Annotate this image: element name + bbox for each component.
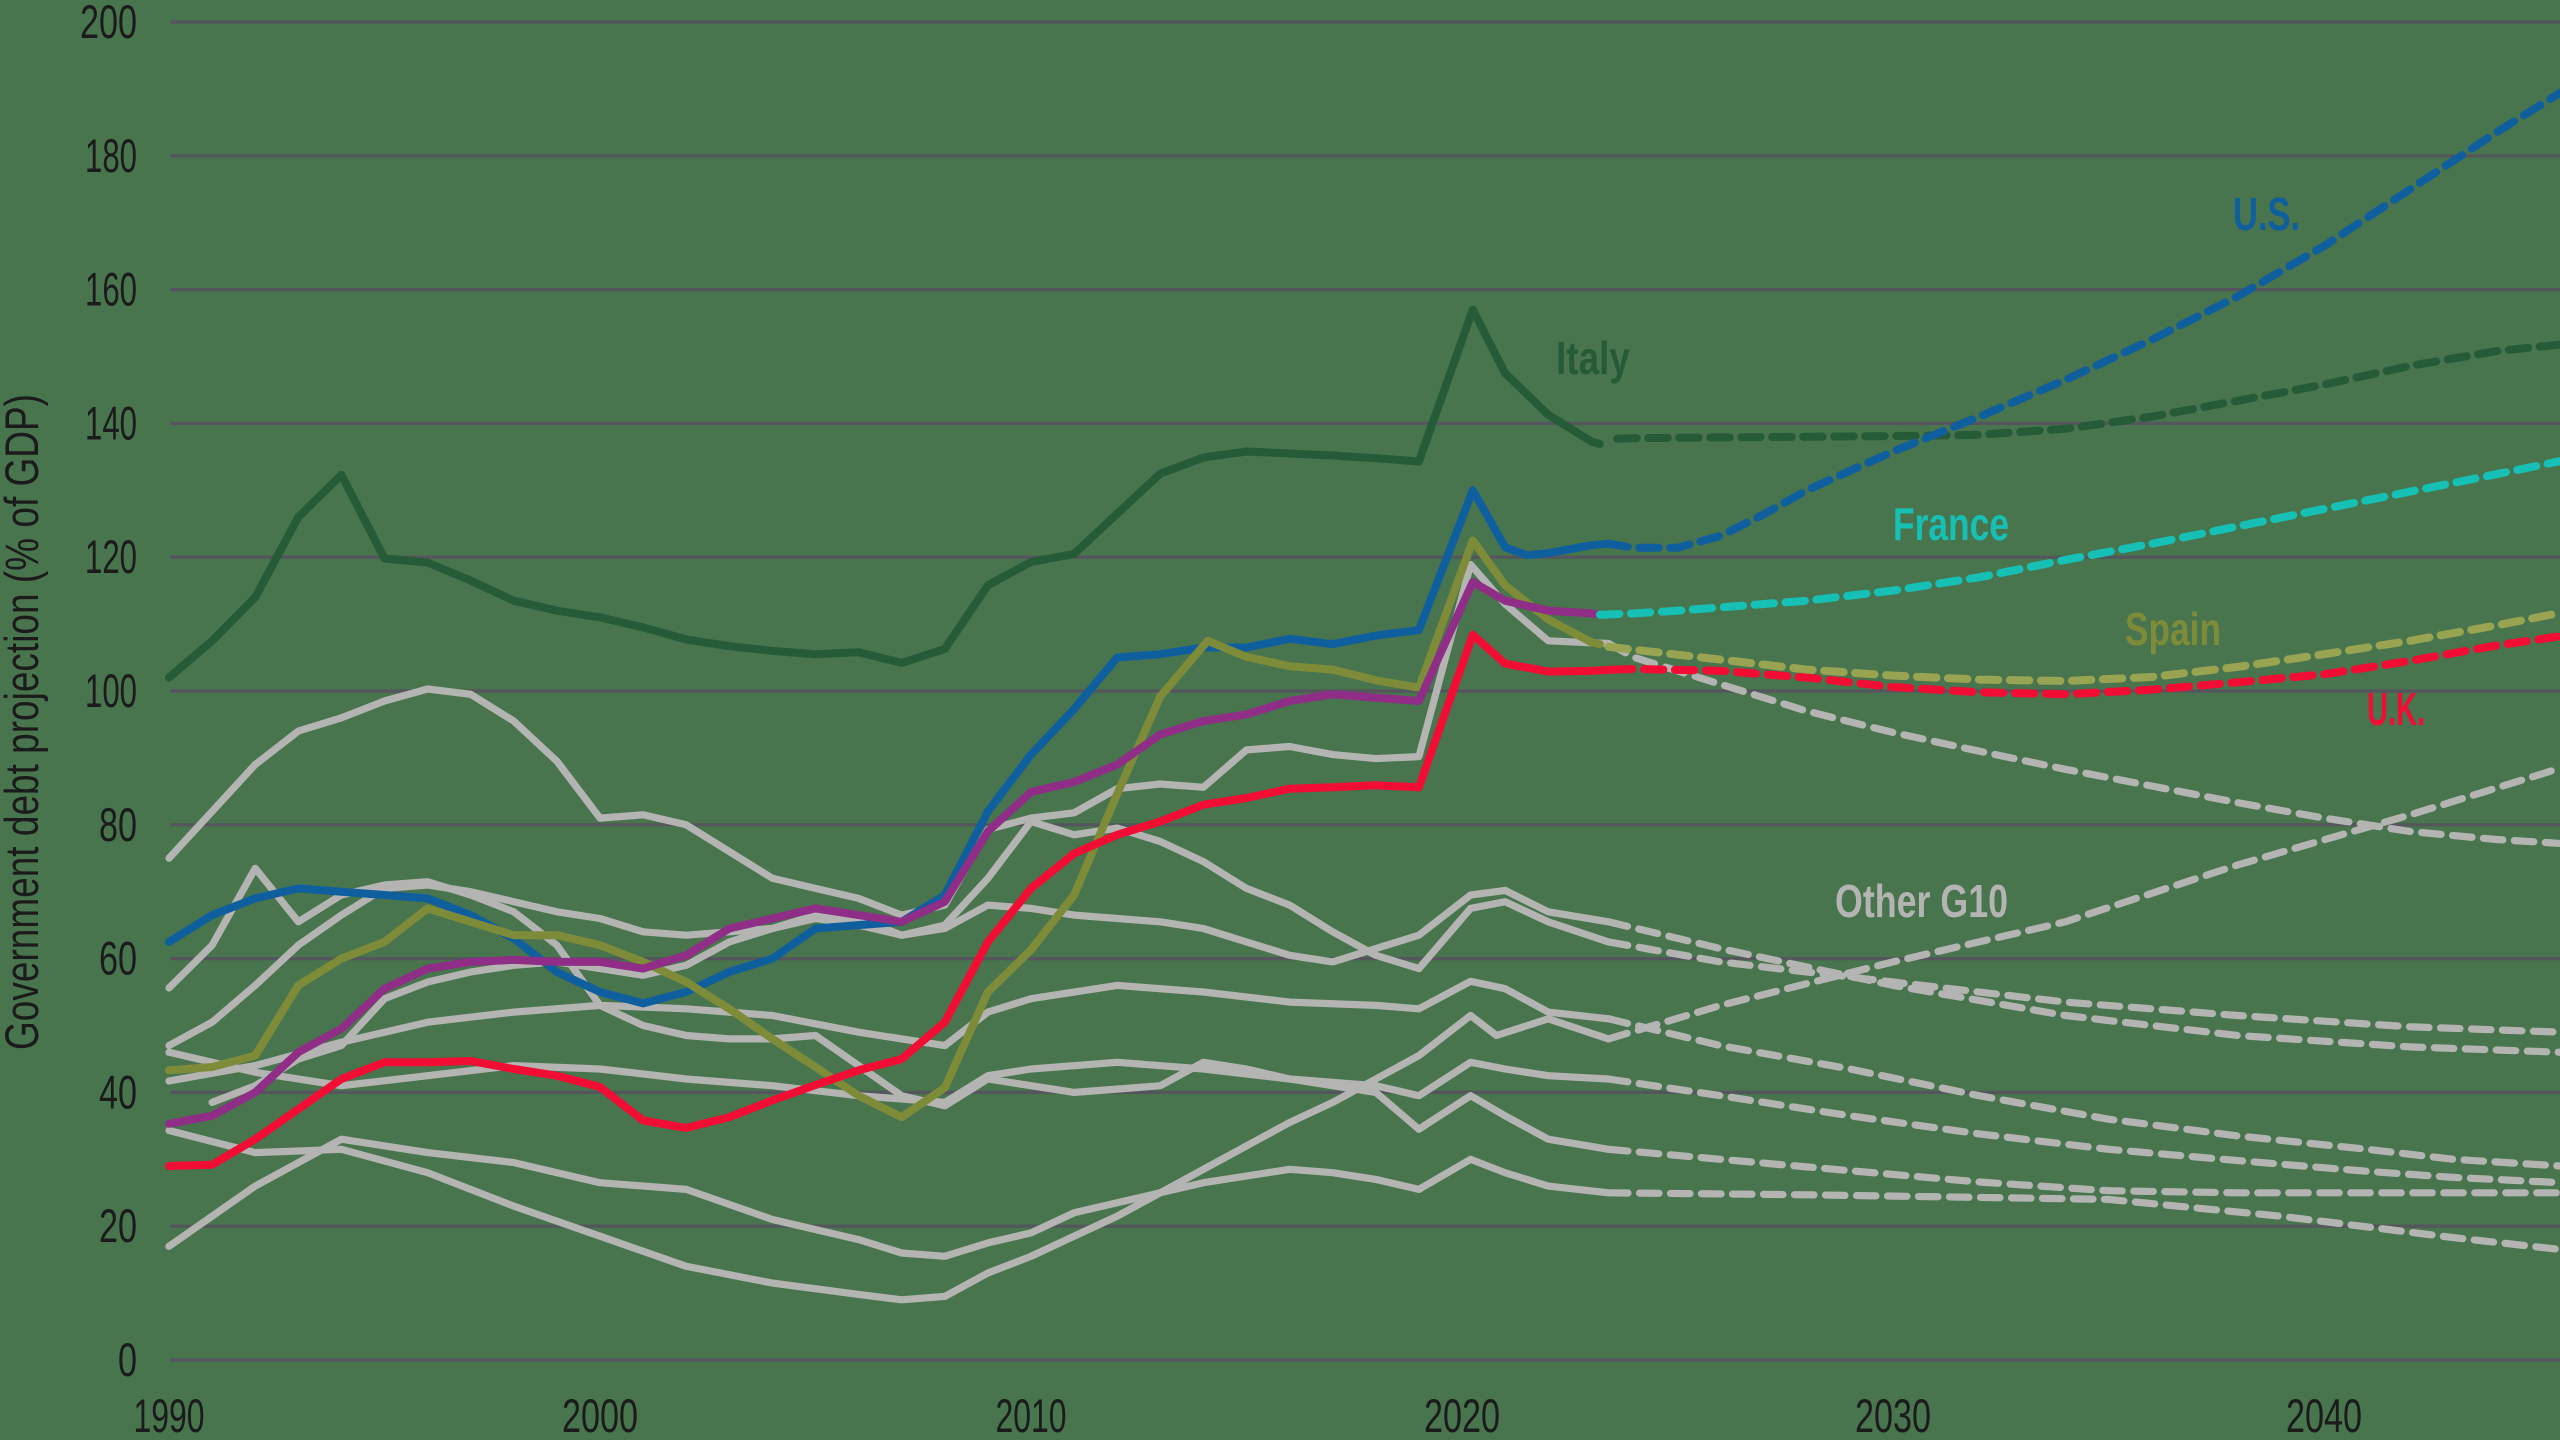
svg-text:Spain: Spain [2125, 603, 2221, 655]
svg-text:200: 200 [80, 0, 137, 48]
svg-text:2030: 2030 [1855, 1389, 1931, 1440]
svg-text:2020: 2020 [1424, 1389, 1500, 1440]
svg-text:20: 20 [99, 1199, 137, 1252]
svg-text:2010: 2010 [996, 1389, 1067, 1440]
svg-text:France: France [1893, 498, 2009, 550]
svg-text:0: 0 [118, 1333, 137, 1386]
svg-text:160: 160 [85, 263, 137, 316]
svg-text:2000: 2000 [562, 1389, 638, 1440]
svg-text:Italy: Italy [1556, 332, 1630, 384]
svg-text:120: 120 [85, 530, 137, 583]
svg-text:U.S.: U.S. [2233, 188, 2300, 240]
svg-text:100: 100 [85, 664, 137, 717]
svg-text:1990: 1990 [134, 1389, 205, 1440]
svg-text:60: 60 [99, 932, 137, 985]
svg-text:U.K.: U.K. [2367, 683, 2425, 735]
svg-text:80: 80 [99, 798, 137, 851]
svg-text:40: 40 [99, 1065, 137, 1118]
svg-text:Other G10: Other G10 [1835, 875, 2008, 927]
svg-text:Government debt projection (%: Government debt projection (% of GDP) [0, 394, 48, 1050]
svg-text:180: 180 [85, 129, 137, 182]
svg-text:140: 140 [85, 396, 137, 449]
svg-text:2040: 2040 [2286, 1389, 2362, 1440]
